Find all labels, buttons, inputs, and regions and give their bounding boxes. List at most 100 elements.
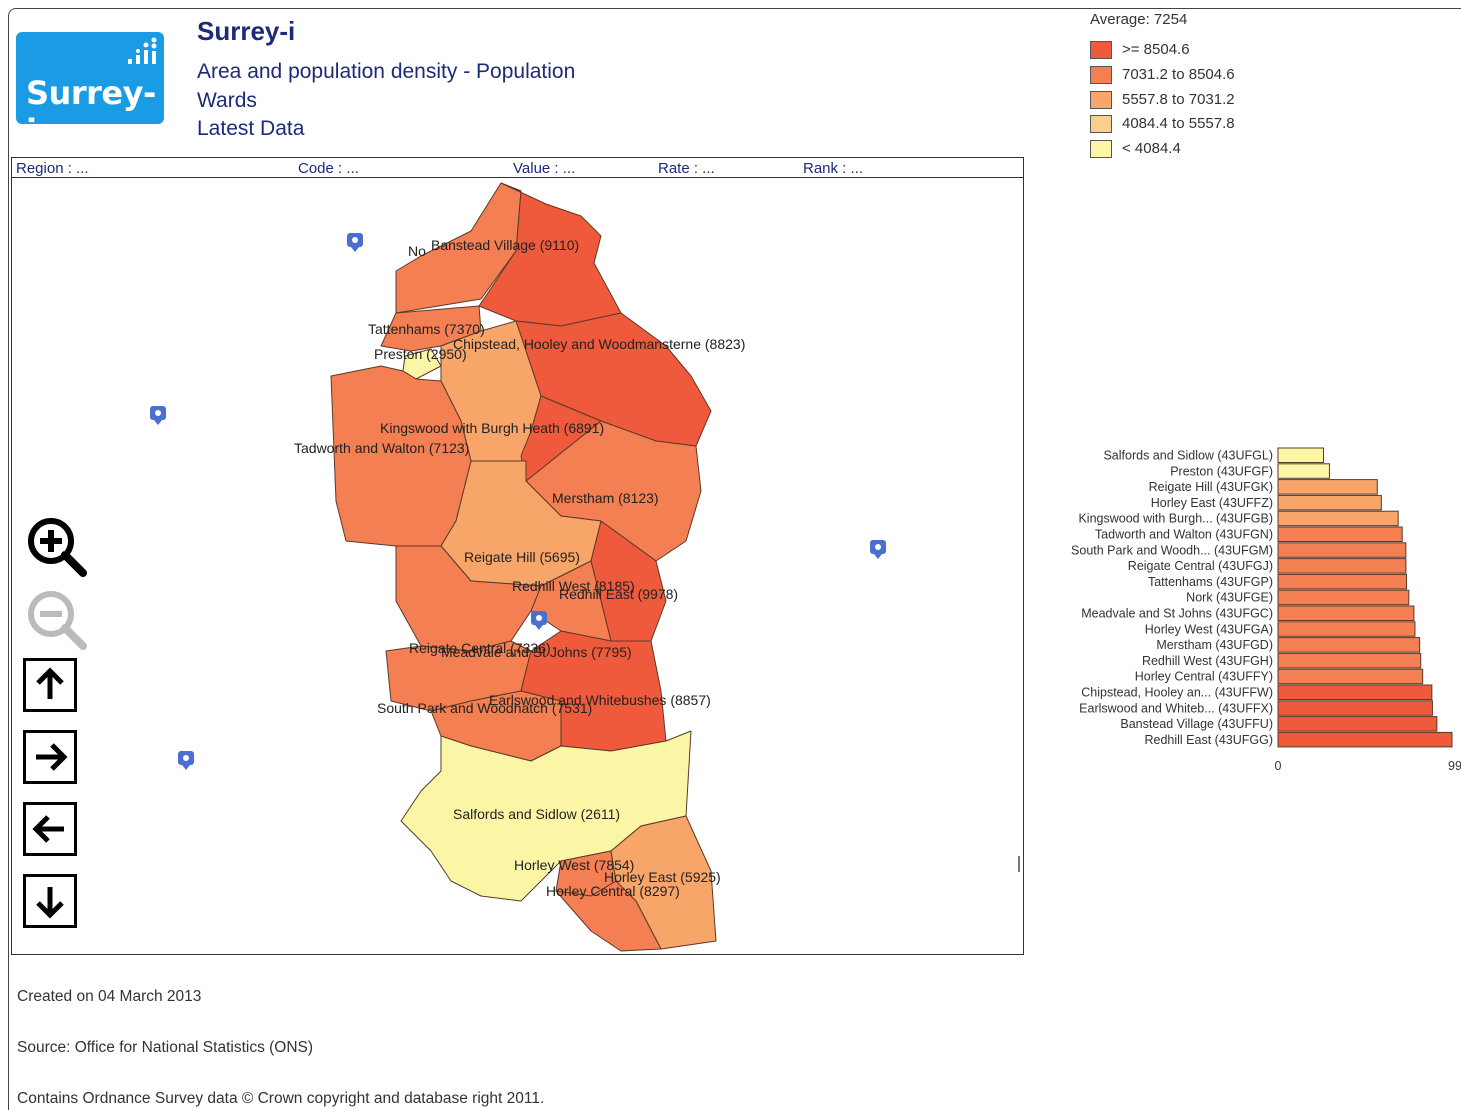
map-resize-handle[interactable] xyxy=(1018,856,1020,872)
map-label: Chipstead, Hooley and Woodmansterne (882… xyxy=(453,336,745,352)
chart-bar[interactable] xyxy=(1277,716,1438,732)
pan-up-button[interactable] xyxy=(23,658,77,712)
legend-swatch xyxy=(1090,66,1112,84)
zoom-out-button[interactable] xyxy=(25,588,89,652)
arrow-down-icon xyxy=(36,887,64,919)
legend-average: Average: 7254 xyxy=(1090,11,1188,28)
arrow-right-icon xyxy=(36,743,68,771)
logo-text: Surrey-i xyxy=(26,74,156,150)
info-rank: Rank : ... xyxy=(803,160,864,177)
chart-bar[interactable] xyxy=(1277,589,1410,606)
map-label: Banstead Village (9110) xyxy=(431,237,579,253)
logo-dots-icon xyxy=(128,37,157,64)
chart-bar[interactable] xyxy=(1277,605,1415,621)
chart-bar[interactable] xyxy=(1277,494,1382,511)
chart-bar[interactable] xyxy=(1277,463,1330,479)
chart-bar[interactable] xyxy=(1277,621,1416,637)
ward-preston[interactable] xyxy=(402,348,442,380)
chart-bar[interactable] xyxy=(1277,684,1433,700)
chart-bar[interactable] xyxy=(1277,558,1407,574)
map-label: Reigate Hill (5695) xyxy=(464,549,580,565)
chart-category-label: Kingswood with Burgh... (43UFGB) xyxy=(1078,512,1273,526)
chart-category-label: Banstead Village (43UFFU) xyxy=(1120,717,1273,731)
map-label: Kingswood with Burgh Heath (6891) xyxy=(380,420,604,436)
arrow-left-icon xyxy=(32,815,64,843)
legend-swatch xyxy=(1090,91,1112,109)
map-label: Tattenhams (7370) xyxy=(368,321,485,337)
chart-bar[interactable] xyxy=(1277,479,1378,495)
chart-bar[interactable] xyxy=(1277,700,1433,716)
legend-label: < 4084.4 xyxy=(1122,140,1181,157)
chart-bar[interactable] xyxy=(1277,573,1408,590)
created-date: Created on 04 March 2013 xyxy=(17,988,202,1005)
ranking-bar-chart: Salfords and Sidlow (43UFGL)Preston (43U… xyxy=(1071,447,1461,773)
map-marker-icon[interactable] xyxy=(531,611,547,630)
ward-map[interactable]: No Banstead Village (9110) Tattenhams (7… xyxy=(12,178,1023,954)
chart-category-label: Horley West (43UFGA) xyxy=(1145,622,1273,636)
map-label: Meadvale and St Johns (7795) xyxy=(441,644,632,660)
map-marker-icon[interactable] xyxy=(150,406,166,425)
info-value: Value : ... xyxy=(513,160,576,177)
zoom-in-icon xyxy=(28,518,87,577)
subtitle-line-1: Area and population density - Population xyxy=(197,60,576,83)
chart-bar[interactable] xyxy=(1277,652,1422,669)
map-label: Redhill East (9978) xyxy=(559,586,678,602)
chart-category-label: Meadvale and St Johns (43UFGC) xyxy=(1081,607,1273,621)
map-label: South Park and Woodhatch (7531) xyxy=(377,700,592,716)
copyright-note: Contains Ordnance Survey data © Crown co… xyxy=(17,1090,545,1107)
chart-bar[interactable] xyxy=(1277,637,1421,653)
chart-bar[interactable] xyxy=(1277,668,1424,685)
map-label: Redhill West (8185) xyxy=(512,578,635,594)
zoom-out-icon xyxy=(28,591,87,650)
map-label: Horley West (7854) xyxy=(514,857,634,873)
chart-bar[interactable] xyxy=(1277,526,1403,542)
map-label: Salfords and Sidlow (2611) xyxy=(453,806,620,822)
info-rate: Rate : ... xyxy=(658,160,715,177)
pan-right-button[interactable] xyxy=(23,730,77,784)
legend-label: 4084.4 to 5557.8 xyxy=(1122,115,1235,132)
pan-left-button[interactable] xyxy=(23,802,77,856)
subtitle-line-2: Wards xyxy=(197,89,257,112)
legend-swatch xyxy=(1090,140,1112,158)
chart-category-label: Horley East (43UFFZ) xyxy=(1151,496,1273,510)
chart-category-label: Redhill East (43UFGG) xyxy=(1144,733,1273,747)
map-info-bar: Region : ... Code : ... Value : ... Rate… xyxy=(11,157,1024,178)
legend-label: 5557.8 to 7031.2 xyxy=(1122,91,1235,108)
chart-category-label: Tattenhams (43UFGP) xyxy=(1148,575,1273,589)
map-label: Earlswood and Whitebushes (8857) xyxy=(489,692,711,708)
chart-category-label: Nork (43UFGE) xyxy=(1186,591,1273,605)
ward-kingswood-south[interactable] xyxy=(520,395,602,482)
map-viewport[interactable]: No Banstead Village (9110) Tattenhams (7… xyxy=(11,177,1024,955)
arrow-up-icon xyxy=(36,667,64,699)
map-marker-icon[interactable] xyxy=(178,751,194,770)
map-label: Horley Central (8297) xyxy=(546,883,680,899)
chart-category-label: Earlswood and Whiteb... (43UFFX) xyxy=(1079,701,1273,715)
chart-category-label: Redhill West (43UFGH) xyxy=(1142,654,1273,668)
surrey-i-logo: Surrey-i xyxy=(16,32,164,150)
chart-tick-label: 997 xyxy=(1448,759,1461,773)
map-label: No xyxy=(408,243,426,259)
zoom-in-button[interactable] xyxy=(25,515,89,579)
info-region: Region : ... xyxy=(16,160,89,177)
chart-category-label: Reigate Hill (43UFGK) xyxy=(1149,480,1273,494)
legend-label: 7031.2 to 8504.6 xyxy=(1122,66,1235,83)
legend-label: >= 8504.6 xyxy=(1122,41,1190,58)
chart-bar[interactable] xyxy=(1277,542,1407,558)
map-label: Tadworth and Walton (7123) xyxy=(294,440,469,456)
chart-bar[interactable] xyxy=(1277,731,1453,748)
map-marker-icon[interactable] xyxy=(870,540,886,559)
chart-category-label: Horley Central (43UFFY) xyxy=(1135,670,1273,684)
subtitle-line-3: Latest Data xyxy=(197,117,305,140)
chart-category-label: Tadworth and Walton (43UFGN) xyxy=(1095,528,1273,542)
chart-category-label: Chipstead, Hooley an... (43UFFW) xyxy=(1081,686,1273,700)
map-marker-icon[interactable] xyxy=(347,233,363,252)
chart-bar[interactable] xyxy=(1277,447,1325,463)
chart-category-label: South Park and Woodh... (43UFGM) xyxy=(1071,543,1273,557)
pan-down-button[interactable] xyxy=(23,874,77,928)
ward-reigate-central[interactable] xyxy=(395,545,542,652)
ward-horley-central[interactable] xyxy=(555,880,662,952)
legend-swatch xyxy=(1090,41,1112,59)
map-label: Reigate Central (7336) xyxy=(409,640,551,656)
page-frame xyxy=(8,8,1461,1110)
chart-bar[interactable] xyxy=(1277,510,1399,527)
